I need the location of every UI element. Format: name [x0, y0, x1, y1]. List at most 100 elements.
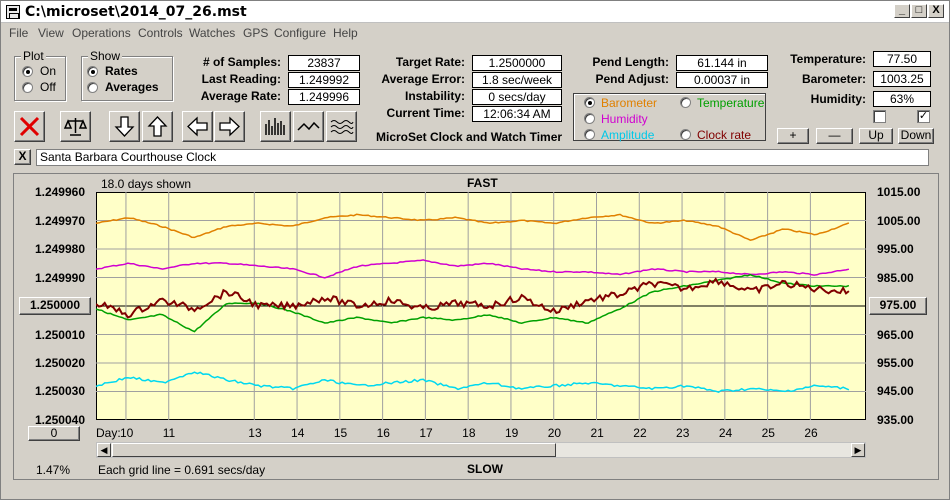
app-icon — [6, 5, 20, 19]
plot-on-radio[interactable] — [22, 66, 33, 77]
day-tick: 18 — [462, 426, 476, 440]
day-tick: 19 — [504, 426, 519, 440]
series-line-barometer — [96, 213, 850, 241]
chart-footer: SLOW — [467, 462, 503, 476]
up-arrow-button[interactable] — [142, 111, 173, 142]
show-group: Show — [81, 49, 173, 101]
day-tick: 20 — [547, 426, 562, 440]
current-time-field: 12:06:34 AM — [472, 106, 562, 122]
amplitude-radio[interactable] — [584, 129, 595, 140]
time-scrollbar[interactable]: ◀ ▶ — [96, 442, 866, 458]
menu-help[interactable]: Help — [333, 26, 358, 40]
rates-label: Rates — [105, 64, 138, 78]
minimize-button[interactable]: _ — [894, 4, 910, 18]
average-error-field: 1.8 sec/week — [472, 72, 562, 88]
menu-configure[interactable]: Configure — [274, 26, 327, 40]
day-tick: 24 — [718, 426, 733, 440]
left-arrow-button[interactable] — [182, 111, 213, 142]
samples-field: 23837 — [288, 55, 360, 71]
grid-note: Each grid line = 0.691 secs/day — [98, 463, 266, 477]
chart-title: FAST — [467, 176, 498, 190]
humidity-radio[interactable] — [584, 113, 595, 124]
wave-view-button[interactable] — [326, 111, 357, 142]
arrow-left-icon — [187, 116, 208, 137]
barometer-option: Barometer — [601, 96, 658, 110]
day-tick: 14 — [291, 426, 305, 440]
up-button[interactable]: Up — [859, 128, 893, 144]
menu-gps[interactable]: GPS — [243, 26, 269, 40]
right-tick-1: 1005.00 — [877, 214, 921, 228]
right-tick-6: 955.00 — [877, 356, 914, 370]
left-tick-2: 1.249980 — [34, 242, 85, 256]
humidity-option: Humidity — [601, 112, 648, 126]
average-rate-field: 1.249996 — [288, 89, 360, 105]
plot-off-label: Off — [40, 80, 56, 94]
maximize-button[interactable]: □ — [911, 4, 927, 18]
chart-series — [96, 213, 850, 394]
right-tick-8: 935.00 — [877, 413, 914, 427]
center-sensor-button[interactable]: 975.00 — [869, 297, 927, 315]
stop-button[interactable] — [14, 111, 45, 142]
barometer-field: 1003.25 — [873, 71, 931, 87]
left-tick-3: 1.249990 — [34, 271, 85, 285]
arrow-right-icon — [219, 116, 240, 137]
day-tick: 16 — [376, 426, 390, 440]
arrow-down-icon — [114, 116, 135, 137]
plus-button[interactable]: + — [777, 128, 809, 144]
left-tick-5: 1.250010 — [34, 328, 85, 342]
barometer-radio[interactable] — [584, 97, 595, 108]
right-tick-0: 1015.00 — [877, 185, 921, 199]
balance-button[interactable] — [60, 111, 91, 142]
offset-zero-button[interactable]: 0 — [28, 426, 80, 441]
pend-length-label: Pend Length: — [592, 55, 669, 69]
window-title: C:\microset\2014_07_26.mst — [25, 4, 247, 20]
plot-off-radio[interactable] — [22, 82, 33, 93]
clear-clock-button[interactable]: X — [14, 149, 31, 165]
rates-radio[interactable] — [87, 66, 98, 77]
target-rate-field: 1.2500000 — [472, 55, 562, 71]
clock-name-field[interactable]: Santa Barbara Courthouse Clock — [36, 149, 929, 166]
plot-group: Plot — [14, 49, 66, 101]
balance-scale-icon — [63, 118, 88, 136]
bar-view-button[interactable] — [260, 111, 291, 142]
days-shown-label: 18.0 days shown — [101, 177, 192, 191]
clock-rate-radio[interactable] — [680, 129, 691, 140]
right-arrow-button[interactable] — [214, 111, 245, 142]
menu-watches[interactable]: Watches — [189, 26, 236, 40]
scroll-right-arrow[interactable]: ▶ — [851, 443, 865, 457]
red-x-icon — [19, 116, 40, 137]
right-tick-5: 965.00 — [877, 328, 914, 342]
temperature-radio[interactable] — [680, 97, 691, 108]
right-tick-2: 995.00 — [877, 242, 914, 256]
pend-adjust-field: 0.00037 in — [676, 72, 768, 88]
day-tick: 23 — [676, 426, 690, 440]
average-error-label: Average Error: — [381, 72, 465, 86]
day-tick: 11 — [162, 426, 176, 440]
series-line-humidity — [96, 259, 850, 279]
title-bar: C:\microset\2014_07_26.mst _ □ X — [1, 1, 949, 23]
option-checkbox-2[interactable]: ✓ — [917, 110, 930, 123]
scroll-thumb[interactable] — [112, 443, 556, 457]
scroll-left-arrow[interactable]: ◀ — [97, 443, 111, 457]
averages-radio[interactable] — [87, 82, 98, 93]
option-checkbox-1[interactable] — [873, 110, 886, 123]
arrow-up-icon — [147, 116, 168, 137]
menu-controls[interactable]: Controls — [138, 26, 183, 40]
wave-icon — [330, 120, 354, 134]
line-view-button[interactable] — [293, 111, 324, 142]
menu-operations[interactable]: Operations — [72, 26, 131, 40]
close-button[interactable]: X — [928, 4, 944, 18]
right-tick-7: 945.00 — [877, 384, 914, 398]
pend-length-field: 61.144 in — [676, 55, 768, 71]
menu-file[interactable]: File — [9, 26, 29, 40]
menu-view[interactable]: View — [38, 26, 64, 40]
minus-button[interactable]: — — [816, 128, 853, 144]
current-time-label: Current Time: — [386, 106, 465, 120]
line-chart-icon — [297, 121, 320, 131]
day-tick: 25 — [761, 426, 775, 440]
down-button[interactable]: Down — [898, 128, 934, 144]
down-arrow-button[interactable] — [109, 111, 140, 142]
plot-group-title: Plot — [21, 49, 46, 63]
left-tick-8: 1.250040 — [34, 413, 85, 427]
center-rate-button[interactable]: 1.250000 — [19, 297, 91, 315]
